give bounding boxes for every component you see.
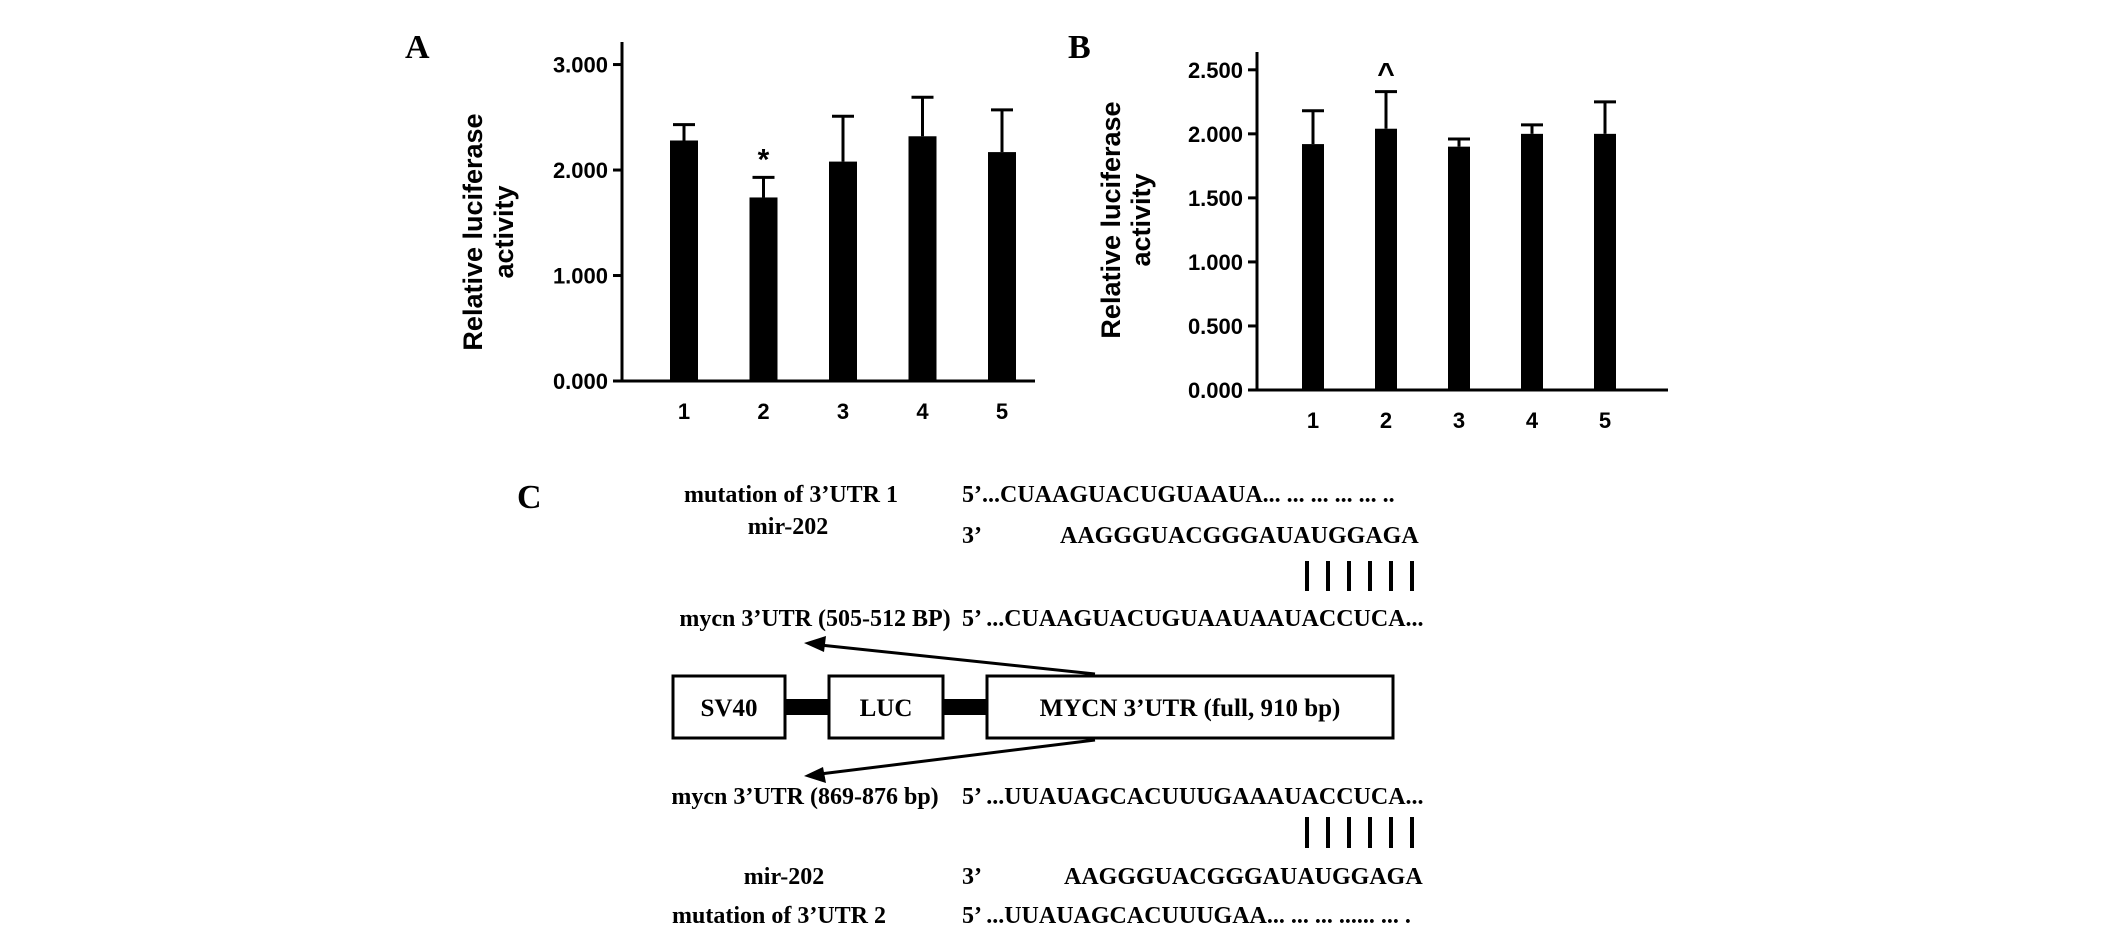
chart-b-ytick-label-4: 2.000 bbox=[1188, 122, 1243, 147]
luc-label: LUC bbox=[860, 695, 913, 722]
chart-a-ytick-label-0: 0.000 bbox=[553, 369, 608, 394]
mir-bottom-label: mir-202 bbox=[744, 864, 824, 890]
mycn-utr-label: MYCN 3’UTR (full, 910 bp) bbox=[1040, 695, 1341, 722]
diagram-c: C mutation of 3’UTR 1 5’...CUAAGUACUGUAA… bbox=[517, 479, 1424, 929]
mir-bottom-seq: AAGGGUACGGGAUAUGGAGA bbox=[1064, 864, 1423, 890]
chart-a-annotation-0: * bbox=[758, 143, 770, 176]
pairing-lines-bottom bbox=[1305, 817, 1414, 848]
chart-b-ylabel-line2: activity bbox=[1126, 173, 1156, 266]
mir-top-label: mir-202 bbox=[748, 514, 828, 540]
chart-b-xtick-label-2: 2 bbox=[1380, 408, 1392, 433]
mutation1-label: mutation of 3’UTR 1 bbox=[684, 482, 898, 508]
panel-label-a: A bbox=[405, 29, 430, 66]
chart-a-ylabel-line1: Relative luciferase bbox=[458, 113, 488, 350]
chart-a-ytick-label-3: 3.000 bbox=[553, 53, 608, 78]
arrow-to-site2 bbox=[804, 738, 1096, 783]
pairing-lines-top bbox=[1305, 561, 1414, 591]
site1-seq: 5’ ...CUAAGUACUGUAAUAAUACCUCA... bbox=[962, 606, 1424, 632]
chart-a-plot: 0.000 1.000 2.000 3.000 1 2 3 4 5 * bbox=[553, 42, 1035, 424]
mir-top-prefix: 3’ bbox=[962, 523, 982, 549]
chart-a-xtick-label-4: 4 bbox=[916, 399, 929, 424]
chart-a-bar-5 bbox=[988, 152, 1016, 381]
chart-a-bar-3 bbox=[829, 161, 857, 381]
chart-b-annotation-0: ^ bbox=[1377, 58, 1395, 91]
chart-b-bar-5 bbox=[1594, 133, 1616, 390]
chart-b-bar-1 bbox=[1302, 144, 1324, 390]
chart-b-ylabel-line1: Relative luciferase bbox=[1096, 101, 1126, 338]
chart-a-xtick-label-1: 1 bbox=[678, 399, 690, 424]
chart-b-ytick-label-3: 1.500 bbox=[1188, 186, 1243, 211]
mutation2-label: mutation of 3’UTR 2 bbox=[672, 903, 886, 929]
chart-a-ytick-label-2: 2.000 bbox=[553, 158, 608, 183]
luc-box bbox=[827, 674, 945, 740]
chart-b-ytick-label-5: 2.500 bbox=[1188, 58, 1243, 83]
mir-top-seq: AAGGGUACGGGAUAUGGAGA bbox=[1060, 523, 1419, 549]
chart-b-xtick-label-3: 3 bbox=[1453, 408, 1465, 433]
chart-a-xtick-label-5: 5 bbox=[996, 399, 1008, 424]
panel-label-c: C bbox=[517, 479, 542, 516]
chart-b-plot: 0.000 0.500 1.000 1.500 2.000 2.500 1 2 3 4 5 ^ bbox=[1188, 52, 1668, 433]
chart-a-bar-1 bbox=[670, 140, 698, 381]
sv40-label: SV40 bbox=[701, 695, 758, 722]
site1-label: mycn 3’UTR (505-512 BP) bbox=[679, 606, 950, 632]
chart-a-bar-4 bbox=[908, 136, 937, 381]
mycn-utr-box bbox=[985, 674, 1395, 740]
chart-b-bar-3 bbox=[1448, 146, 1470, 390]
connector-luc-utr bbox=[943, 699, 987, 715]
chart-b-xtick-label-1: 1 bbox=[1307, 408, 1319, 433]
chart-b-ytick-label-0: 0.000 bbox=[1188, 378, 1243, 403]
chart-b-ytick-label-2: 1.000 bbox=[1188, 250, 1243, 275]
chart-b-ytick-label-1: 0.500 bbox=[1188, 314, 1243, 339]
chart-b-xtick-label-5: 5 bbox=[1599, 408, 1611, 433]
mir-bottom-prefix: 3’ bbox=[962, 864, 982, 890]
chart-b-bar-2 bbox=[1375, 128, 1397, 390]
chart-a: A Relative luciferase activity 0.000 1.00… bbox=[405, 29, 1035, 424]
sv40-box bbox=[671, 674, 787, 740]
mutation2-seq: 5’ ...UUAUAGCACUUUGAA... ... ... ...... … bbox=[962, 903, 1411, 929]
panel-label-b: B bbox=[1068, 29, 1091, 66]
chart-b-bar-4 bbox=[1521, 133, 1543, 390]
chart-a-xtick-label-2: 2 bbox=[757, 399, 769, 424]
mutation1-seq: 5’...CUAAGUACUGUAAUA... ... ... ... ... … bbox=[962, 482, 1395, 508]
chart-a-bar-2 bbox=[749, 197, 778, 381]
chart-a-ylabel-line2: activity bbox=[489, 185, 519, 278]
arrow-to-site1 bbox=[804, 636, 1096, 676]
chart-b-xtick-label-4: 4 bbox=[1526, 408, 1539, 433]
chart-a-xtick-label-3: 3 bbox=[837, 399, 849, 424]
chart-a-ytick-label-1: 1.000 bbox=[553, 264, 608, 289]
site2-seq: 5’ ...UUAUAGCACUUUGAAAUACCUCA... bbox=[962, 784, 1424, 810]
site2-label: mycn 3’UTR (869-876 bp) bbox=[671, 784, 938, 810]
chart-b: B Relative luciferase activity 0.000 0.50… bbox=[1068, 29, 1668, 433]
connector-sv40-luc bbox=[785, 699, 829, 715]
